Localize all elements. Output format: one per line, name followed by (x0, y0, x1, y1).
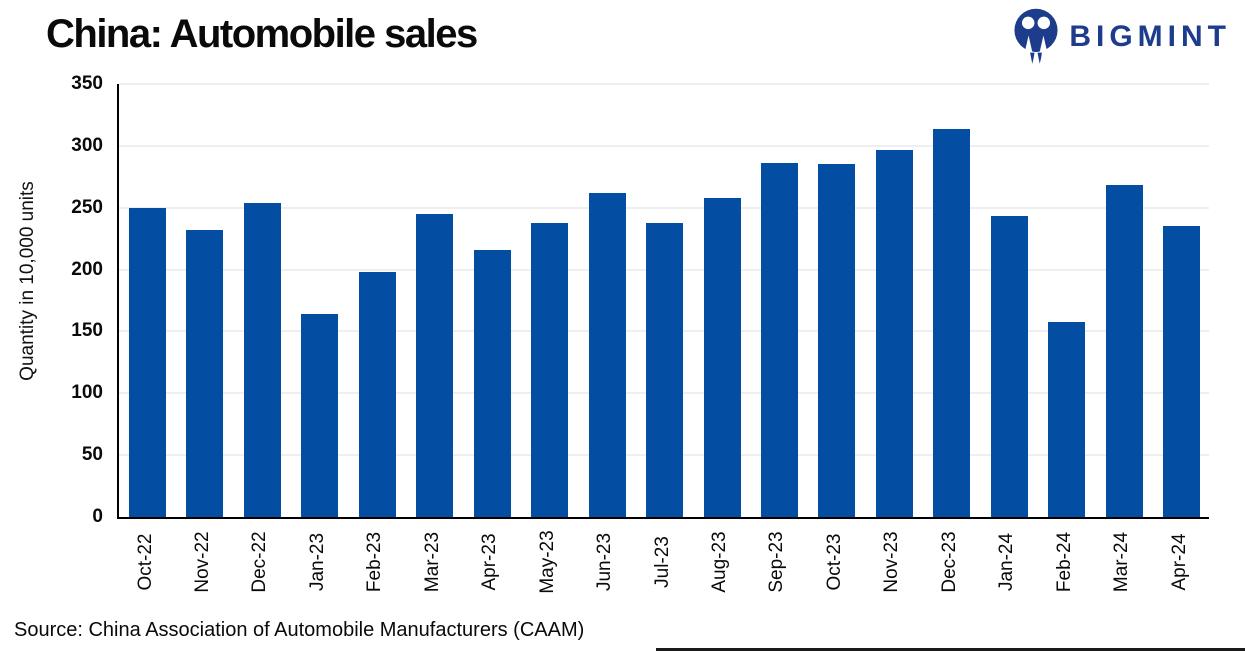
x-tick-label: Jan-23 (306, 532, 328, 592)
bar (1048, 321, 1086, 517)
x-tick-label: May-23 (536, 530, 558, 594)
x-tick-label: Oct-22 (134, 533, 156, 591)
brand-logo-text: BIGMINT (1069, 20, 1231, 53)
x-tick-label: Feb-23 (364, 531, 386, 593)
bar (760, 163, 798, 517)
bar (588, 192, 626, 517)
bar (990, 216, 1028, 517)
bar (531, 222, 569, 517)
x-tick-label: Oct-23 (823, 533, 845, 591)
bar (358, 272, 396, 517)
bar (646, 222, 684, 517)
x-tick-label: Jul-23 (651, 536, 673, 588)
bottom-divider (656, 648, 1245, 651)
gridline (119, 144, 1209, 147)
y-tick-label: 300 (71, 134, 103, 156)
bar (186, 229, 224, 517)
x-tick-label: Sep-23 (766, 531, 788, 593)
x-tick-label: Jun-23 (594, 532, 616, 592)
x-tick-label: Nov-22 (191, 531, 213, 593)
x-tick-label: Dec-22 (249, 531, 271, 593)
bar (703, 197, 741, 517)
bar (416, 213, 454, 517)
y-tick-label: 350 (71, 73, 103, 94)
y-tick-label: 100 (71, 382, 103, 404)
x-tick-label: Mar-23 (421, 531, 443, 593)
bar (129, 207, 166, 517)
bar (1105, 185, 1143, 517)
x-tick-label: Apr-23 (479, 533, 501, 591)
brand-logo: BIGMINT (1012, 8, 1231, 66)
x-tick-label: Mar-24 (1111, 531, 1133, 593)
bigmint-logo-icon (1012, 8, 1060, 66)
bar (818, 164, 856, 517)
y-tick-label: 0 (92, 506, 103, 527)
x-tick-label: Nov-23 (881, 531, 903, 593)
plot-area (117, 83, 1209, 519)
y-tick-label: 200 (71, 258, 103, 280)
gridline (119, 206, 1209, 209)
x-tick-label: Aug-23 (709, 531, 730, 593)
bar (243, 202, 281, 517)
x-tick-label: Dec-23 (938, 531, 960, 593)
page-title: China: Automobile sales (46, 12, 478, 56)
y-tick-label: 250 (71, 196, 103, 218)
source-note: Source: China Association of Automobile … (14, 619, 585, 641)
bar (933, 128, 971, 517)
bar (1163, 226, 1201, 517)
bar (875, 149, 913, 517)
x-tick-label: Apr-24 (1168, 533, 1190, 591)
gridline (119, 83, 1209, 85)
x-tick-label: Feb-24 (1053, 531, 1075, 593)
x-tick-label: Jan-24 (996, 532, 1018, 592)
bar (301, 314, 339, 517)
bar (473, 249, 511, 517)
y-tick-label: 150 (71, 320, 103, 342)
y-tick-label: 50 (81, 444, 103, 466)
